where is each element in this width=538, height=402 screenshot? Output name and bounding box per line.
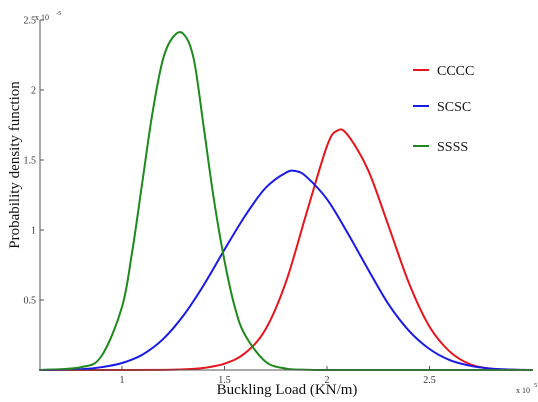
axis-layer: 1 1.5 2 2.5 0.5 1 1.5 2 2.5 — [24, 16, 532, 386]
x-axis-multiplier: x 10 5 — [516, 382, 537, 395]
y-tick-label: 1 — [31, 226, 36, 237]
legend: CCCC SCSC SSSS — [413, 64, 474, 155]
y-axis-multiplier-exponent: -5 — [56, 10, 61, 17]
x-tick-label: 2.5 — [423, 375, 436, 386]
x-axis-multiplier-exponent: 5 — [534, 382, 537, 389]
legend-label-ssss: SSSS — [437, 140, 468, 155]
x-tick-label: 2 — [325, 375, 330, 386]
x-tick-label: 1 — [120, 375, 125, 386]
y-tick-label: 0.5 — [24, 296, 37, 307]
x-axis-title: Buckling Load (KN/m) — [217, 382, 358, 398]
y-tick-label: 2 — [31, 86, 36, 97]
y-axis-multiplier: x 10 -5 — [35, 10, 61, 22]
legend-label-scsc: SCSC — [437, 100, 471, 115]
y-axis-title: Probability density function — [7, 81, 23, 249]
x-axis-multiplier-label: x 10 — [516, 386, 530, 395]
y-tick-label: 2.5 — [24, 16, 37, 27]
y-tick-label: 1.5 — [24, 156, 37, 167]
series-line-cccc — [39, 128, 533, 372]
y-axis-multiplier-label: x 10 — [35, 13, 49, 22]
legend-label-cccc: CCCC — [437, 64, 474, 79]
x-tick-label: 1.5 — [218, 375, 231, 386]
series-line-scsc — [39, 169, 533, 371]
